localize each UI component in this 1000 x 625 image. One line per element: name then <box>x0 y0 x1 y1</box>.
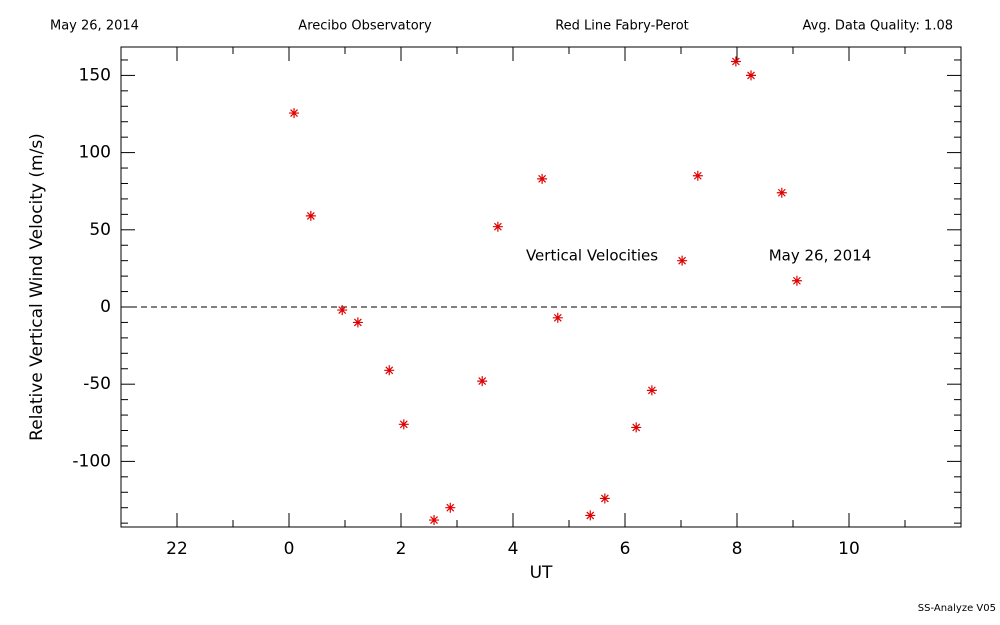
point <box>352 317 363 328</box>
point <box>746 70 756 81</box>
annotation: May 26, 2014 <box>769 247 872 265</box>
point <box>692 170 703 181</box>
point <box>492 221 503 232</box>
point <box>305 210 316 221</box>
point <box>730 56 741 67</box>
header-site: Arecibo Observatory <box>298 19 432 34</box>
point <box>585 510 596 521</box>
y-tick-label: -100 <box>72 451 111 471</box>
point <box>289 108 300 119</box>
plot-frame <box>120 46 962 528</box>
point <box>445 502 456 513</box>
point <box>477 376 488 387</box>
x-tick-label: 10 <box>838 539 860 559</box>
point <box>429 515 440 526</box>
point <box>791 275 802 286</box>
x-tick-label: 0 <box>284 539 295 559</box>
y-axis-label: Relative Vertical Wind Velocity (m/s) <box>27 133 47 441</box>
point <box>337 305 348 316</box>
point <box>537 173 548 184</box>
point <box>677 255 688 266</box>
point <box>646 385 657 396</box>
footer: SS-Analyze V05 <box>918 603 996 614</box>
header-date: May 26, 2014 <box>50 19 139 34</box>
y-tick-label: -50 <box>83 374 111 394</box>
header-instrument: Red Line Fabry-Perot <box>555 19 689 34</box>
x-tick-label: 22 <box>166 539 188 559</box>
x-tick-label: 4 <box>508 539 519 559</box>
point <box>552 312 563 323</box>
point <box>776 187 787 198</box>
x-tick-label: 2 <box>396 539 407 559</box>
x-tick-label: 6 <box>620 539 631 559</box>
x-axis-label: UT <box>530 563 553 583</box>
point <box>631 422 642 433</box>
y-tick-label: 150 <box>79 65 111 85</box>
point <box>384 365 395 376</box>
y-tick-label: 100 <box>79 143 111 163</box>
y-tick-label: 0 <box>100 297 111 317</box>
point <box>599 493 610 504</box>
header-quality: Avg. Data Quality: 1.08 <box>803 19 953 34</box>
point <box>398 419 409 430</box>
annotation: Vertical Velocities <box>526 247 658 265</box>
x-tick-label: 8 <box>732 539 743 559</box>
y-tick-label: 50 <box>89 220 111 240</box>
